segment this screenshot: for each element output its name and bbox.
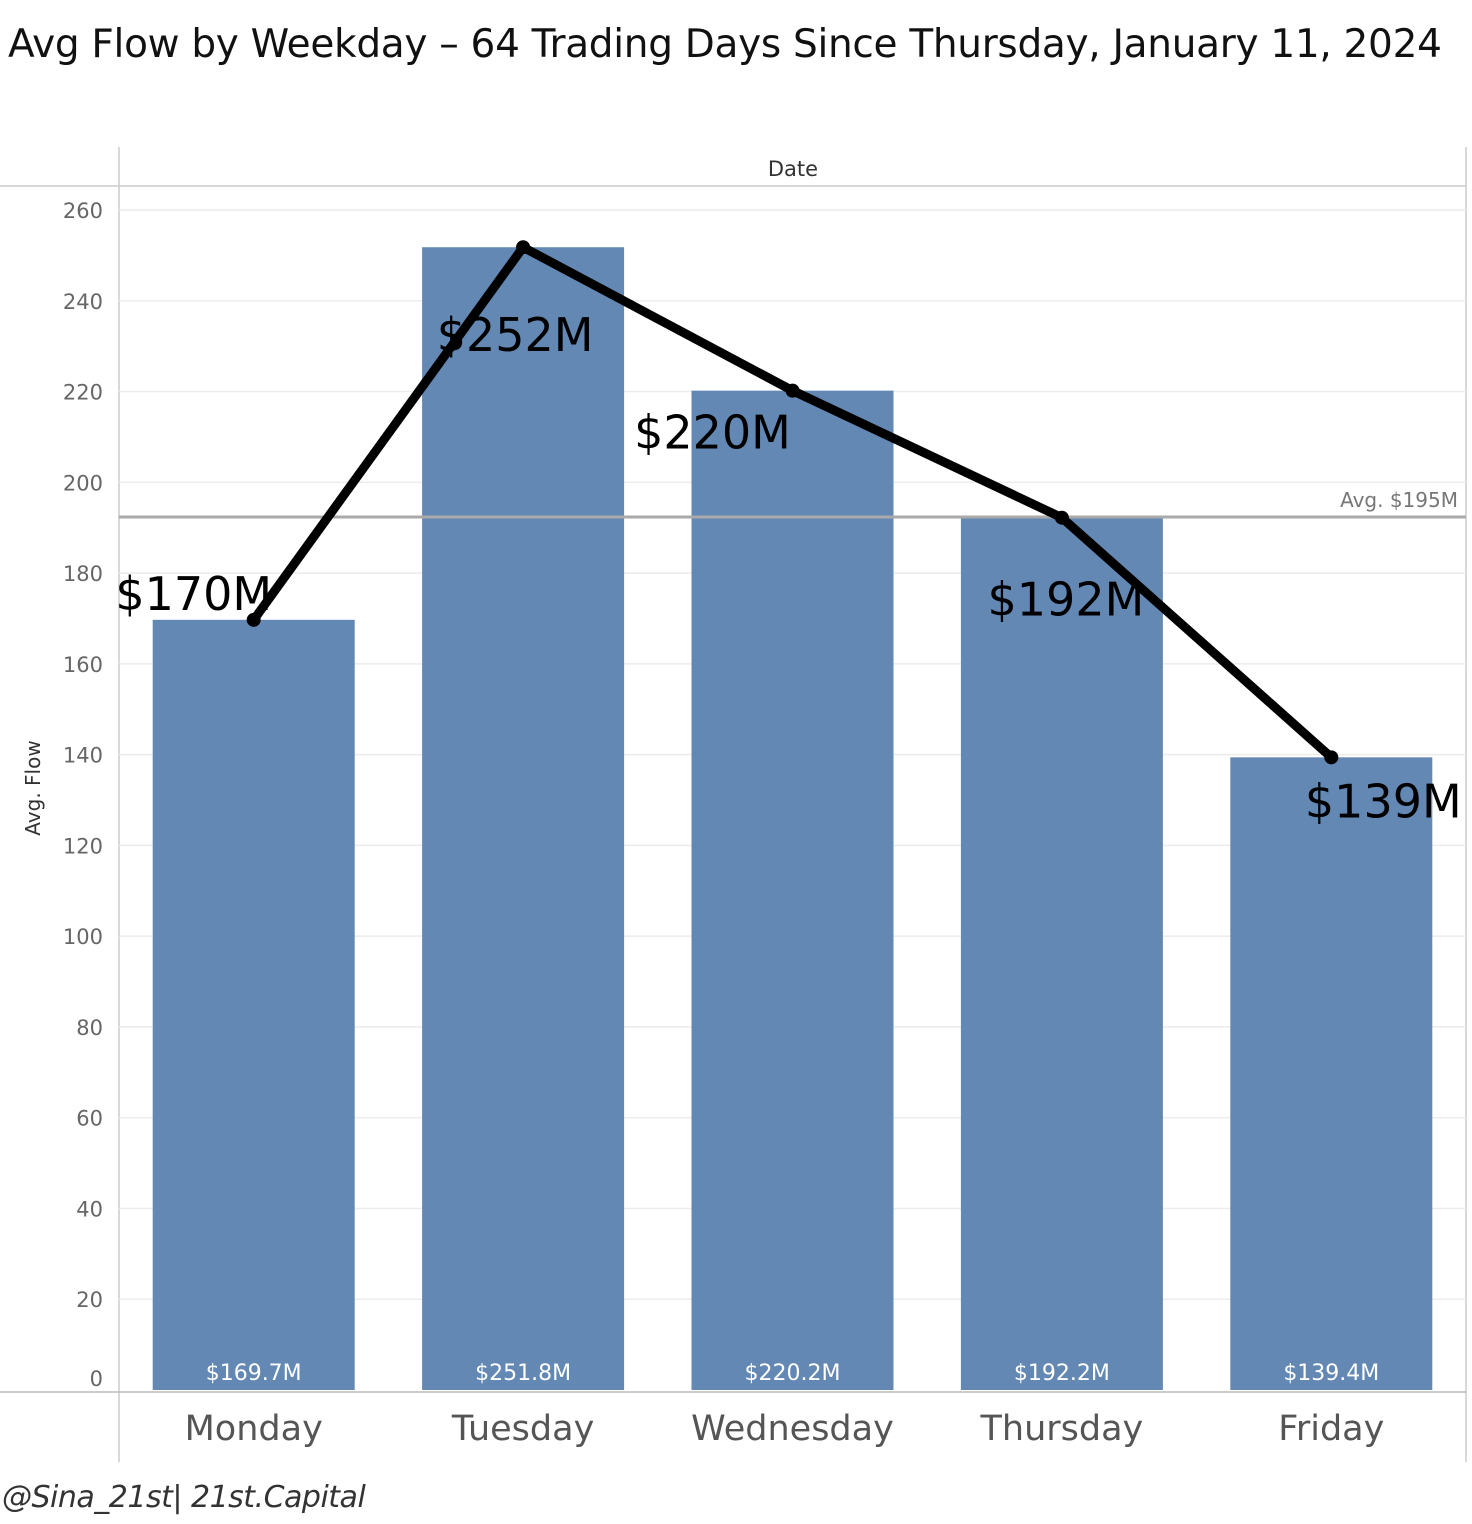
x-tick-label: Wednesday (691, 1409, 894, 1449)
x-tick-label: Monday (185, 1409, 323, 1449)
bar (422, 247, 625, 1391)
y-axis-ticks: 0 20 40 60 80 100 120 140 160 180 200 220 240 260 (63, 199, 103, 1391)
bars (152, 247, 1433, 1391)
y-tick-label: 220 (63, 381, 103, 405)
bar-value-label: $251.8M (475, 1361, 571, 1386)
y-tick-label: 40 (76, 1197, 103, 1221)
y-tick-label: 160 (63, 653, 103, 677)
trend-line-labels: $170M $252M $220M $192M $139M (115, 308, 1461, 828)
y-tick-label: 180 (63, 562, 103, 586)
trend-value-label: $192M (988, 573, 1145, 627)
y-tick-label: 0 (90, 1367, 103, 1391)
bar-value-labels: $169.7M $251.8M $220.2M $192.2M $139.4M (206, 1361, 1380, 1386)
y-tick-label: 80 (76, 1016, 103, 1040)
x-axis-labels: Monday Tuesday Wednesday Thursday Friday (185, 1409, 1385, 1449)
y-tick-label: 120 (63, 834, 103, 858)
y-tick-label: 240 (63, 290, 103, 314)
average-line-label: Avg. $195M (1340, 488, 1458, 512)
y-tick-label: 100 (63, 925, 103, 949)
bar-value-label: $220.2M (745, 1361, 841, 1386)
bar (960, 517, 1163, 1390)
x-tick-label: Tuesday (451, 1409, 594, 1449)
trend-line-series (246, 240, 1339, 765)
chart-title: Avg Flow by Weekday – 64 Trading Days Si… (8, 22, 1442, 67)
trend-value-label: $252M (437, 308, 594, 362)
y-tick-label: 20 (76, 1288, 103, 1312)
trend-value-label: $220M (634, 406, 791, 460)
y-axis-label: Avg. Flow (21, 740, 45, 835)
y-tick-label: 140 (63, 744, 103, 768)
bar (1230, 757, 1433, 1390)
trend-point (1324, 750, 1339, 765)
trend-value-label: $139M (1305, 774, 1462, 828)
credit-text: @Sina_21st| 21st.Capital (2, 1480, 366, 1515)
chart-frame (0, 147, 1467, 1462)
trend-point (1054, 510, 1069, 525)
y-tick-label: 260 (63, 199, 103, 223)
bar (691, 390, 894, 1391)
bar-value-label: $192.2M (1014, 1361, 1110, 1386)
bar (152, 619, 355, 1390)
x-tick-label: Thursday (980, 1409, 1144, 1449)
bar-value-label: $169.7M (206, 1361, 302, 1386)
trend-value-label: $170M (115, 567, 272, 621)
column-header: Date (768, 157, 818, 181)
bar-value-label: $139.4M (1283, 1361, 1379, 1386)
y-tick-label: 200 (63, 471, 103, 495)
y-tick-label: 60 (76, 1107, 103, 1131)
bar-line-chart: Date Avg. Flow 0 20 40 60 80 100 120 140 160 180 2… (0, 147, 1467, 1462)
trend-point (516, 240, 531, 255)
x-tick-label: Friday (1278, 1409, 1384, 1449)
trend-point (785, 383, 800, 398)
trend-point (246, 612, 261, 627)
average-reference-line: Avg. $195M (119, 488, 1466, 519)
